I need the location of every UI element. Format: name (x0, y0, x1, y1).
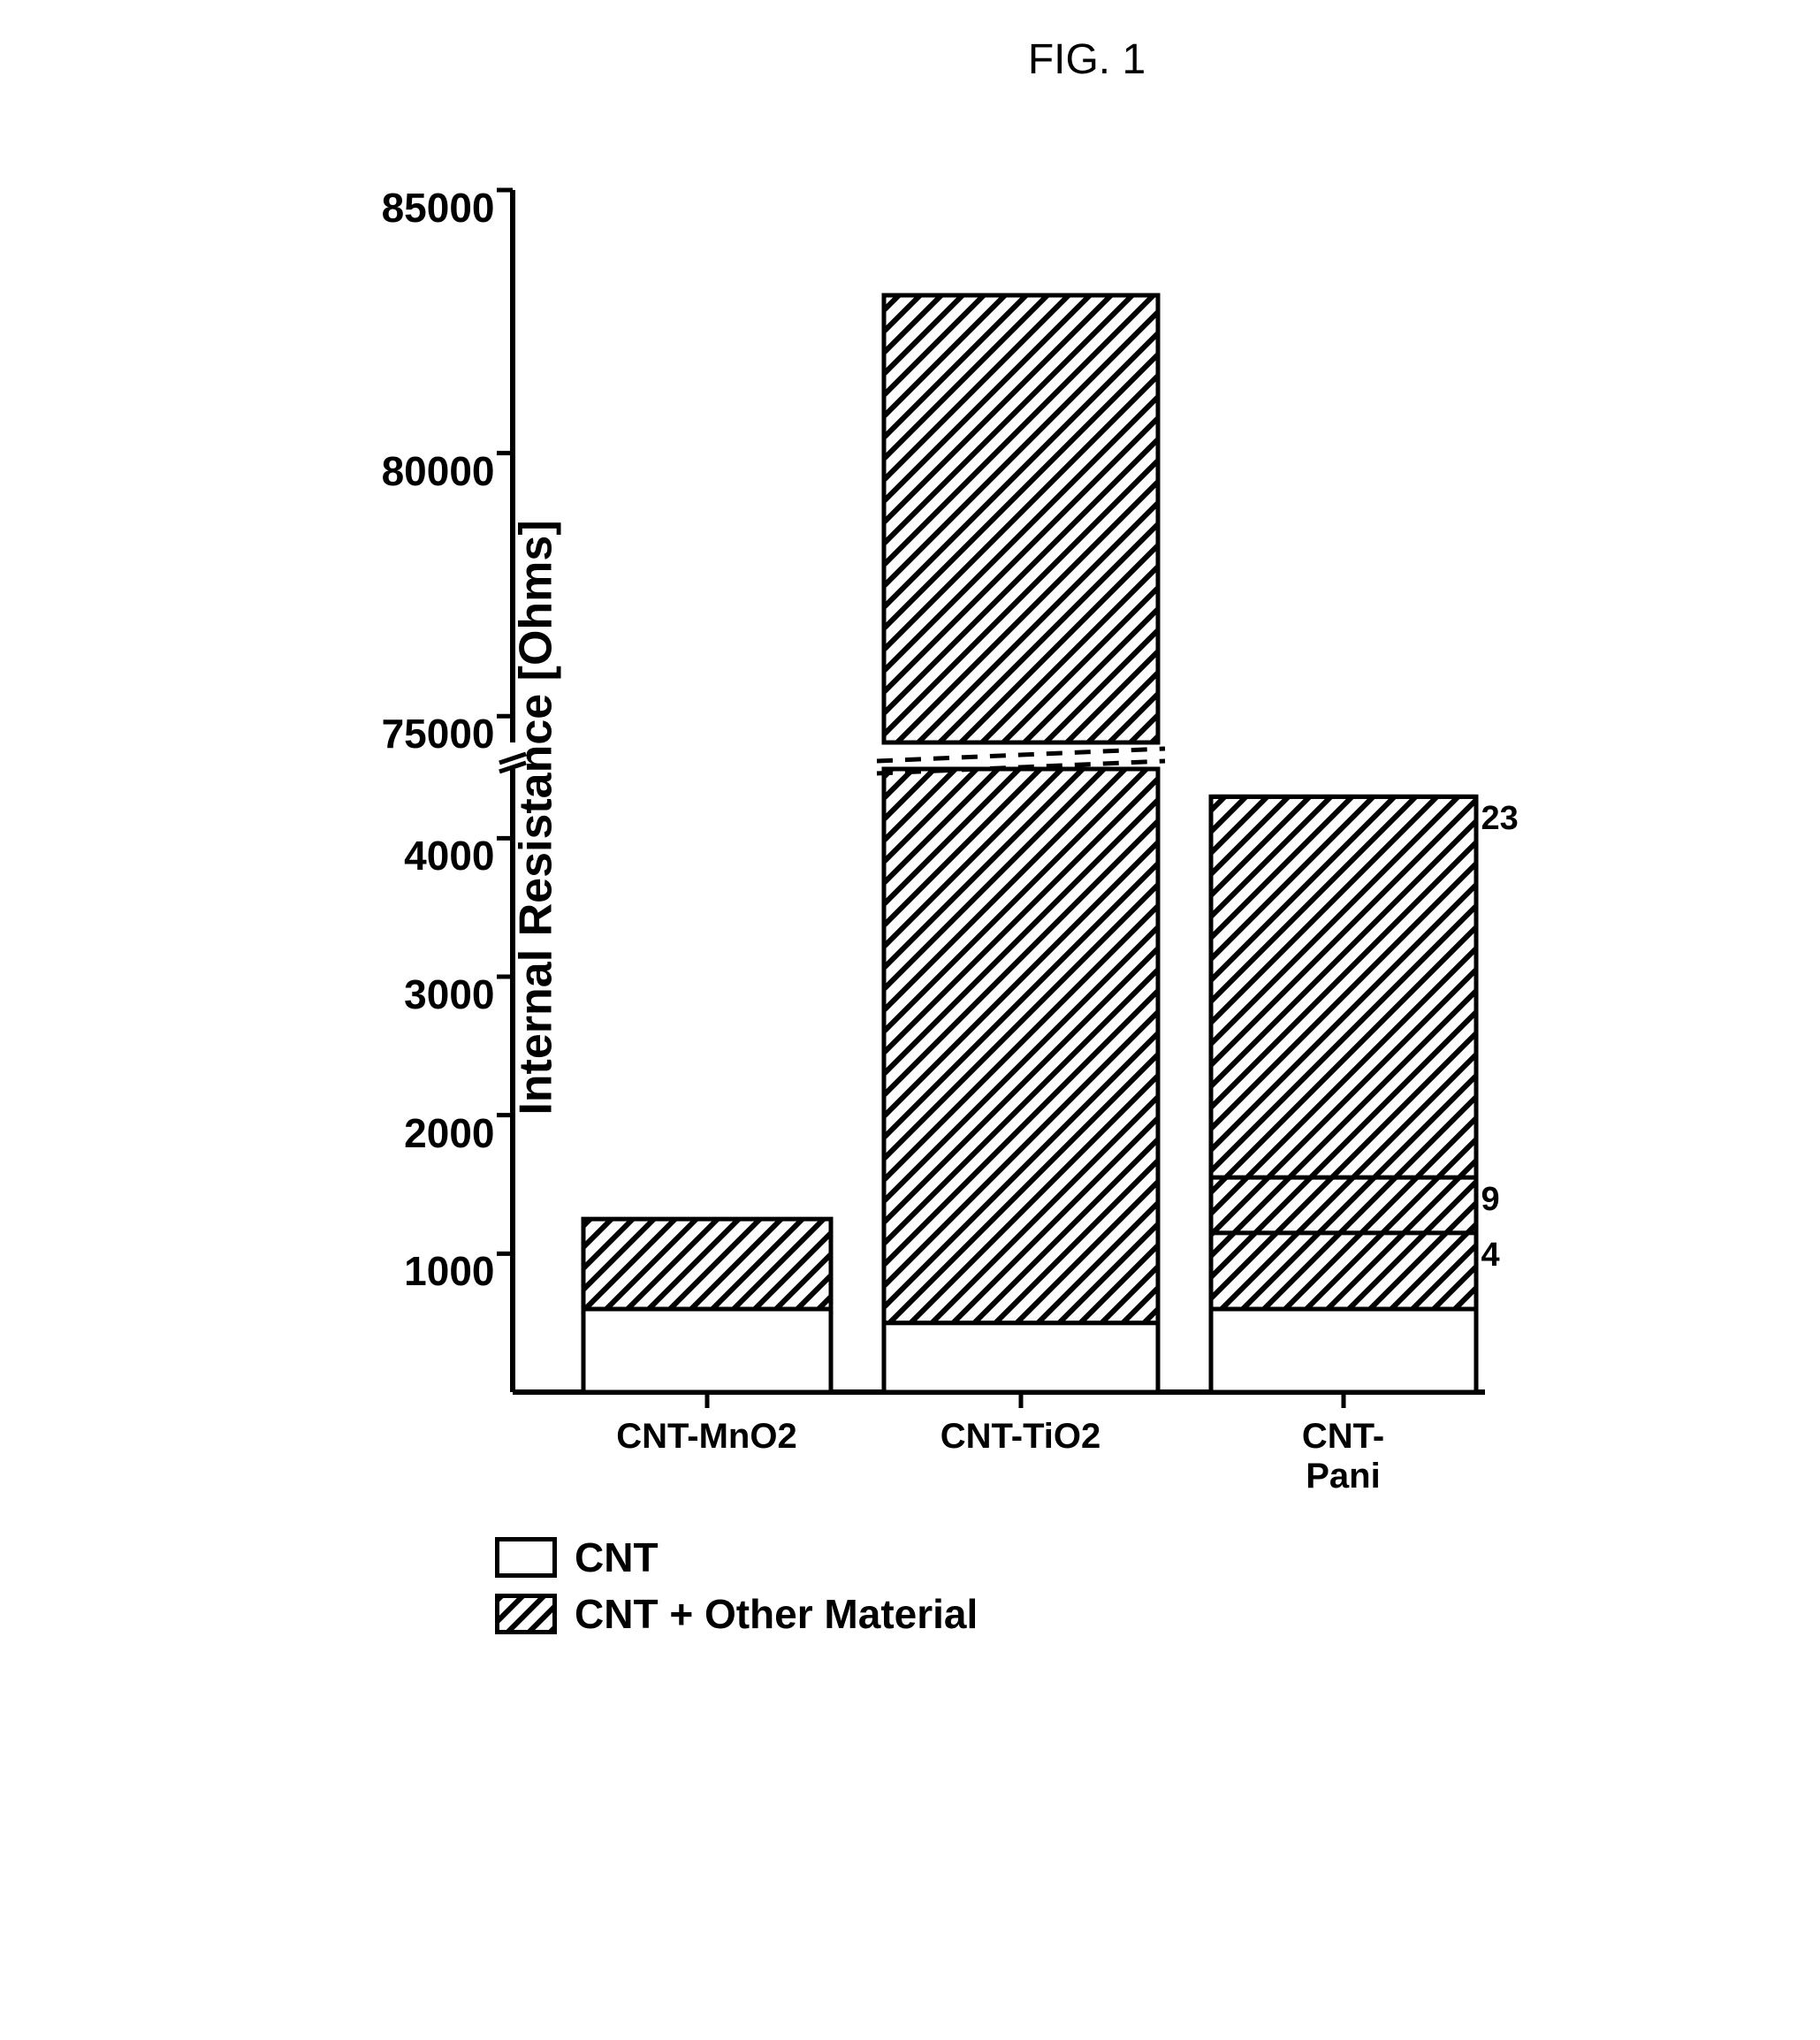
legend-label: CNT + Other Material (575, 1590, 978, 1638)
y-tick-label: 85000 (382, 184, 495, 232)
y-tick-label: 80000 (382, 447, 495, 495)
legend: CNT CNT + Other Material (495, 1534, 1785, 1638)
figure-title: FIG. 1 (389, 35, 1785, 84)
y-tick-label: 4000 (404, 832, 494, 879)
legend-swatch-hatched (495, 1594, 557, 1634)
y-tick-label: 75000 (382, 710, 495, 757)
legend-label: CNT (575, 1534, 659, 1581)
x-tick-label: CNT-Pani (1273, 1417, 1414, 1496)
plot-area: 1000200030004000750008000085000CNT-MnO2C… (513, 172, 1485, 1392)
bar-annotation: 9 (1481, 1181, 1500, 1219)
bar-annotation: 4 (1481, 1237, 1500, 1275)
legend-item-hatched: CNT + Other Material (495, 1590, 1785, 1638)
legend-item-cnt: CNT (495, 1534, 1785, 1581)
x-tick-label: CNT-TiO2 (940, 1417, 1101, 1457)
y-tick-label: 3000 (404, 971, 494, 1018)
x-tick-label: CNT-MnO2 (616, 1417, 796, 1457)
y-tick-label: 2000 (404, 1109, 494, 1157)
bar-annotation: 23 (1481, 800, 1519, 838)
legend-swatch-plain (495, 1537, 557, 1578)
y-tick-label: 1000 (404, 1247, 494, 1295)
chart-container: Internal Resistance [Ohms] 1000200030004… (292, 155, 1529, 1481)
